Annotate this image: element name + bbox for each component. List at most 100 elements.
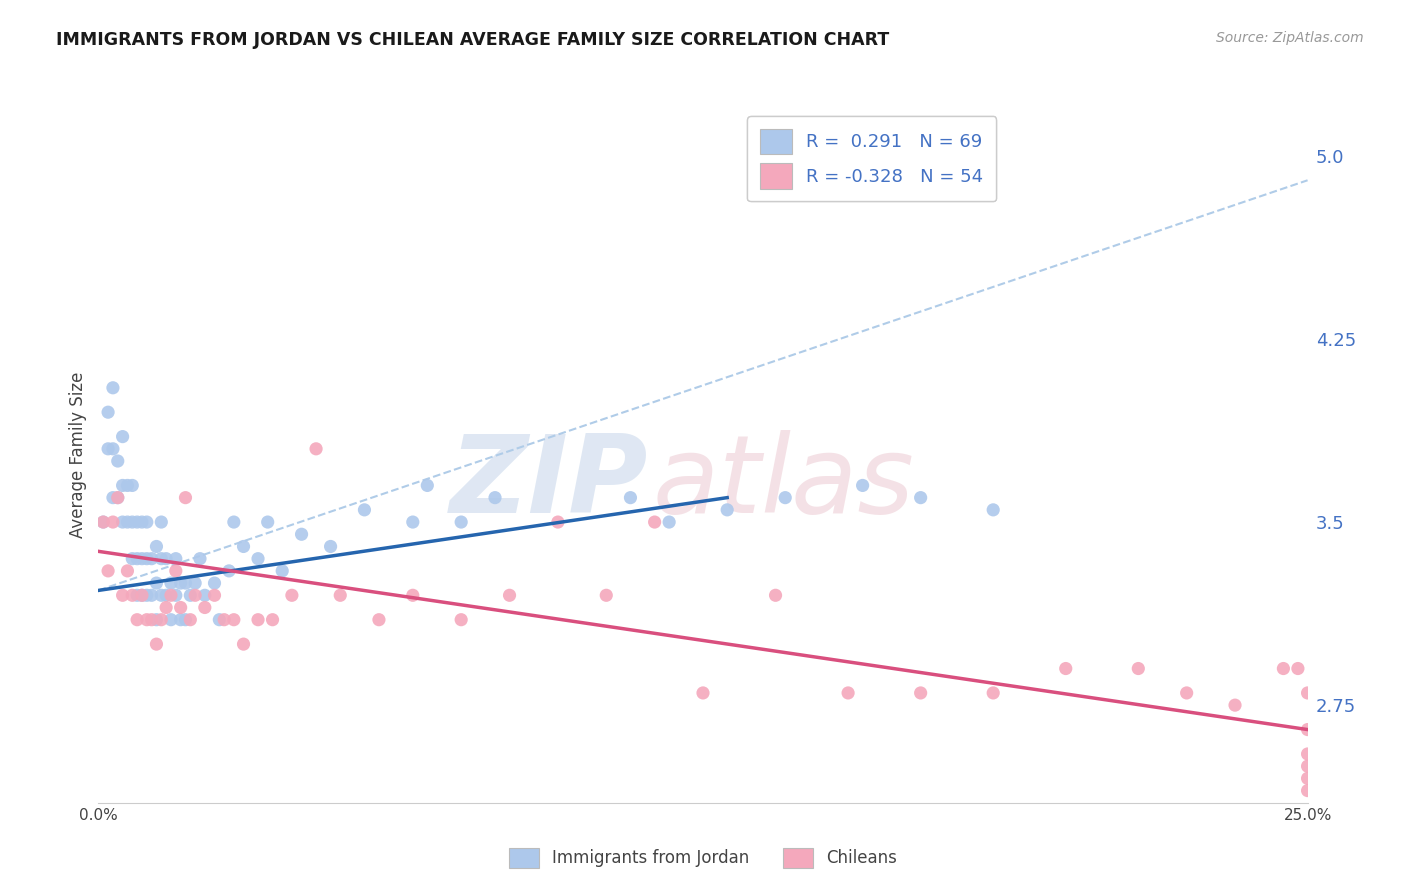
Point <box>194 588 217 602</box>
Point <box>160 588 183 602</box>
Point <box>188 551 211 566</box>
Point <box>107 491 129 505</box>
Point <box>160 576 183 591</box>
Point <box>204 576 226 591</box>
Point <box>271 564 294 578</box>
Point <box>305 442 328 456</box>
Point <box>1296 783 1319 797</box>
Point <box>141 613 163 627</box>
Point <box>155 551 177 566</box>
Point <box>402 515 425 529</box>
Point <box>127 588 149 602</box>
Point <box>165 551 187 566</box>
Point <box>692 686 714 700</box>
Point <box>595 588 617 602</box>
Point <box>368 613 391 627</box>
Point <box>212 613 235 627</box>
Point <box>619 491 641 505</box>
Point <box>169 600 191 615</box>
Point <box>101 515 124 529</box>
Text: Source: ZipAtlas.com: Source: ZipAtlas.com <box>1216 31 1364 45</box>
Point <box>97 442 120 456</box>
Point <box>1272 661 1295 675</box>
Point <box>155 588 177 602</box>
Point <box>547 515 569 529</box>
Point <box>101 442 124 456</box>
Point <box>218 564 240 578</box>
Point <box>1054 661 1077 675</box>
Point <box>150 551 173 566</box>
Point <box>121 515 143 529</box>
Point <box>1296 723 1319 737</box>
Point <box>155 600 177 615</box>
Point <box>222 515 245 529</box>
Point <box>329 588 352 602</box>
Point <box>169 613 191 627</box>
Point <box>145 576 167 591</box>
Point <box>256 515 278 529</box>
Point <box>232 637 254 651</box>
Point <box>910 491 932 505</box>
Text: atlas: atlas <box>652 430 914 535</box>
Point <box>117 515 139 529</box>
Point <box>910 686 932 700</box>
Point <box>484 491 506 505</box>
Point <box>1296 772 1319 786</box>
Point <box>97 564 120 578</box>
Point <box>1296 759 1319 773</box>
Point <box>232 540 254 554</box>
Point <box>141 588 163 602</box>
Text: ZIP: ZIP <box>450 430 648 536</box>
Point <box>135 588 157 602</box>
Point <box>117 564 139 578</box>
Point <box>145 540 167 554</box>
Point <box>111 429 134 443</box>
Point <box>1223 698 1246 713</box>
Point <box>208 613 231 627</box>
Point <box>111 588 134 602</box>
Point <box>222 613 245 627</box>
Point <box>658 515 681 529</box>
Point <box>281 588 304 602</box>
Point <box>135 515 157 529</box>
Point <box>184 588 207 602</box>
Point <box>1296 686 1319 700</box>
Point <box>121 588 143 602</box>
Point <box>97 405 120 419</box>
Legend: Immigrants from Jordan, Chileans: Immigrants from Jordan, Chileans <box>502 841 904 875</box>
Point <box>402 588 425 602</box>
Point <box>169 576 191 591</box>
Point <box>165 588 187 602</box>
Point <box>852 478 875 492</box>
Point <box>1286 661 1309 675</box>
Point <box>131 515 153 529</box>
Y-axis label: Average Family Size: Average Family Size <box>69 372 87 538</box>
Point <box>150 588 173 602</box>
Text: IMMIGRANTS FROM JORDAN VS CHILEAN AVERAGE FAMILY SIZE CORRELATION CHART: IMMIGRANTS FROM JORDAN VS CHILEAN AVERAG… <box>56 31 890 49</box>
Point <box>184 576 207 591</box>
Point <box>174 576 197 591</box>
Point <box>121 478 143 492</box>
Point <box>1296 747 1319 761</box>
Point <box>247 551 270 566</box>
Point <box>91 515 114 529</box>
Point <box>91 515 114 529</box>
Point <box>150 613 173 627</box>
Point <box>450 613 472 627</box>
Point <box>131 551 153 566</box>
Point <box>450 515 472 529</box>
Point <box>107 491 129 505</box>
Point <box>111 515 134 529</box>
Point <box>145 637 167 651</box>
Point <box>498 588 520 602</box>
Point <box>837 686 859 700</box>
Point <box>141 551 163 566</box>
Point <box>262 613 284 627</box>
Point <box>174 491 197 505</box>
Point <box>174 613 197 627</box>
Point <box>131 588 153 602</box>
Point <box>179 613 201 627</box>
Point <box>204 588 226 602</box>
Point <box>165 564 187 578</box>
Point <box>111 478 134 492</box>
